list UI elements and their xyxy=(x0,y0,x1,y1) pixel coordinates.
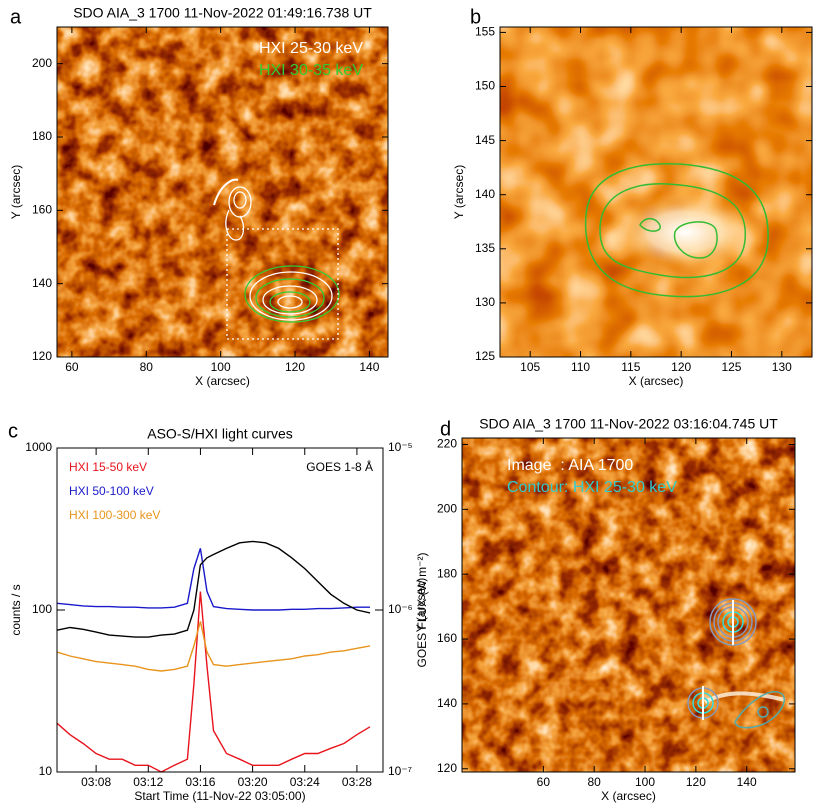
x-axis-label: X (arcsec) xyxy=(601,789,656,803)
legend-entry: HXI 50-100 keV xyxy=(69,484,154,498)
frame xyxy=(56,26,389,358)
legend-entry: HXI 15-50 keV xyxy=(69,460,147,474)
y-tick-label: 140 xyxy=(437,696,457,710)
x-tick-label: 125 xyxy=(721,360,741,374)
x-tick-label: 140 xyxy=(737,775,757,789)
y-tick-label: 100 xyxy=(32,602,52,616)
y-tick-label: 200 xyxy=(437,502,457,516)
series-line xyxy=(56,591,371,773)
y-tick-label: 140 xyxy=(475,187,495,201)
x-tick-label: 120 xyxy=(285,360,305,374)
contours-a xyxy=(213,178,340,340)
x-tick-label: 110 xyxy=(571,360,590,374)
x-tick-label: 80 xyxy=(588,775,602,789)
y-tick-label: 180 xyxy=(32,129,52,143)
y-tick-label: 200 xyxy=(32,56,52,70)
panel-title: SDO AIA_3 1700 11-Nov-2022 03:16:04.745 … xyxy=(479,416,778,432)
frame xyxy=(461,437,796,773)
y-tick-label: 145 xyxy=(475,133,495,147)
x-tick-label: 60 xyxy=(537,775,551,789)
x-tick-label: 03:24 xyxy=(290,775,320,789)
legend-entry: GOES 1-8 Å xyxy=(306,459,373,474)
panel-letter: b xyxy=(470,6,481,28)
panel-title: SDO AIA_3 1700 11-Nov-2022 01:49:16.738 … xyxy=(73,5,372,21)
y-axis-label: counts / s xyxy=(9,584,23,635)
y-tick-label: 120 xyxy=(32,349,52,363)
x-tick-label: 115 xyxy=(621,360,640,374)
contours-d xyxy=(687,598,786,729)
y-tick-label: 180 xyxy=(437,566,457,580)
x-axis-label: X (arcsec) xyxy=(629,374,684,388)
y2-tick-label: 10⁻⁷ xyxy=(388,764,412,778)
legend-entry: HXI 25-30 keV xyxy=(259,40,363,57)
y-tick-label: 10 xyxy=(39,764,53,778)
series-line xyxy=(56,621,371,672)
y-tick-label: 155 xyxy=(475,25,495,39)
x-tick-label: 120 xyxy=(686,775,706,789)
overlays xyxy=(213,163,786,729)
legend-entry: HXI 100-300 keV xyxy=(69,508,160,522)
solar-image xyxy=(57,27,388,357)
x-tick-label: 100 xyxy=(635,775,655,789)
panel-letter: a xyxy=(10,6,22,28)
x-tick-label: 100 xyxy=(211,360,231,374)
x-tick-label: 03:12 xyxy=(133,775,163,789)
panel-letter: d xyxy=(440,418,451,440)
y-tick-label: 125 xyxy=(475,349,495,363)
x-tick-label: 80 xyxy=(140,360,154,374)
y-tick-label: 1000 xyxy=(25,440,52,454)
y-tick-label: 130 xyxy=(475,295,495,309)
panel-title: ASO-S/HXI light curves xyxy=(147,426,293,442)
x-tick-label: 105 xyxy=(520,360,540,374)
y-axis-label: Y (arcsec) xyxy=(9,165,23,219)
x-tick-label: 03:28 xyxy=(342,775,372,789)
plots: a SDO AIA_3 1700 11-Nov-2022 01:49:16.738… xyxy=(8,5,813,803)
x-tick-label: 140 xyxy=(359,360,379,374)
x-axis-label: X (arcsec) xyxy=(195,374,250,388)
legend-entry: Contour: HXI 25-30 keV xyxy=(507,479,677,496)
x-tick-label: 130 xyxy=(772,360,792,374)
y-tick-label: 120 xyxy=(437,761,457,775)
y2-tick-label: 10⁻⁶ xyxy=(388,602,413,616)
x-tick-label: 03:20 xyxy=(238,775,268,789)
y-tick-label: 150 xyxy=(475,79,495,93)
x-tick-label: 120 xyxy=(671,360,691,374)
y-axis-label: Y (arcsec) xyxy=(414,578,428,632)
y-tick-label: 135 xyxy=(475,241,495,255)
y-tick-label: 160 xyxy=(32,203,52,217)
legend-entry: Image : AIA 1700 xyxy=(507,457,633,474)
frame xyxy=(56,447,384,773)
y-tick-label: 160 xyxy=(437,631,457,645)
series-line xyxy=(56,540,371,638)
y-axis-label: Y (arcsec) xyxy=(452,165,466,219)
y2-axis-label: GOES FLUX (W m⁻²) xyxy=(415,553,429,668)
series-line xyxy=(56,548,370,611)
x-tick-label: 03:08 xyxy=(81,775,111,789)
x-tick-label: 60 xyxy=(65,360,79,374)
legend-entry: HXI 30-35 keV xyxy=(259,62,363,79)
y-tick-label: 140 xyxy=(32,276,52,290)
panel-letter: c xyxy=(8,420,18,442)
x-tick-label: 03:16 xyxy=(185,775,215,789)
frame xyxy=(499,26,813,358)
x-axis-label: Start Time (11-Nov-22 03:05:00) xyxy=(134,789,305,803)
solar-image xyxy=(500,27,812,357)
y2-tick-label: 10⁻⁵ xyxy=(388,440,413,454)
contours-b xyxy=(584,163,769,298)
y-tick-label: 220 xyxy=(437,437,457,451)
